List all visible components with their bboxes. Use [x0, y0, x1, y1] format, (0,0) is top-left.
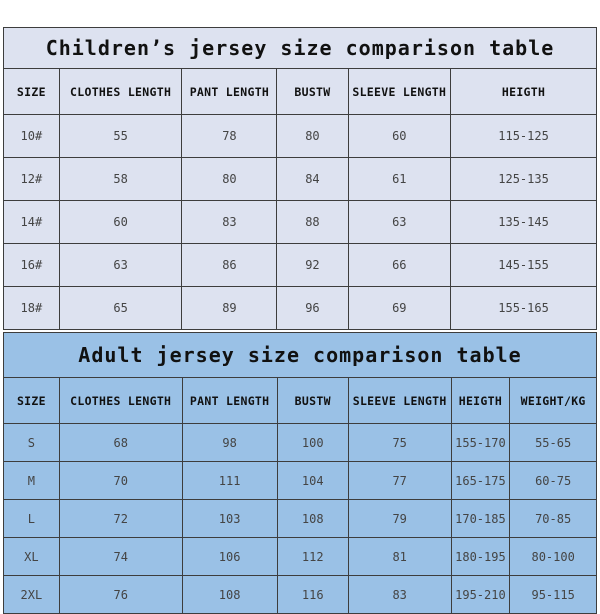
column-header-clothes-length: CLOTHES LENGTH: [58, 377, 183, 424]
cell-pant-length: 83: [181, 200, 278, 244]
cell-size: 18#: [3, 286, 60, 330]
table-row: 18# 65 89 96 69 155-165: [3, 286, 597, 330]
cell-height: 135-145: [450, 200, 597, 244]
cell-size: S: [3, 423, 60, 462]
cell-pant-length: 98: [181, 423, 278, 462]
cell-sleeve-length: 81: [347, 537, 452, 576]
cell-height: 115-125: [450, 114, 597, 158]
cell-size: L: [3, 499, 60, 538]
table-header-row: SIZE CLOTHES LENGTH PANT LENGTH BUSTW SL…: [3, 68, 597, 115]
column-header-sleeve-length: SLEEVE LENGTH: [347, 377, 452, 424]
column-header-bust: BUSTW: [276, 377, 349, 424]
cell-clothes-length: 70: [58, 461, 183, 500]
cell-clothes-length: 76: [58, 575, 183, 614]
cell-weight: 95-115: [509, 575, 597, 614]
cell-bust: 112: [276, 537, 349, 576]
cell-clothes-length: 65: [58, 286, 183, 330]
table-row: L 72 103 108 79 170-185 70-85: [3, 499, 597, 538]
cell-clothes-length: 60: [58, 200, 183, 244]
cell-clothes-length: 58: [58, 157, 183, 201]
table-row: XL 74 106 112 81 180-195 80-100: [3, 537, 597, 576]
cell-weight: 55-65: [509, 423, 597, 462]
children-table-title: Children’s jersey size comparison table: [3, 27, 597, 69]
cell-weight: 80-100: [509, 537, 597, 576]
column-header-height: HEIGTH: [450, 68, 597, 115]
table-row: 12# 58 80 84 61 125-135: [3, 157, 597, 201]
cell-bust: 96: [276, 286, 349, 330]
column-header-size: SIZE: [3, 68, 60, 115]
cell-sleeve-length: 75: [347, 423, 452, 462]
children-size-table: Children’s jersey size comparison table …: [3, 27, 597, 330]
cell-bust: 92: [276, 243, 349, 287]
cell-pant-length: 86: [181, 243, 278, 287]
table-title-row: Children’s jersey size comparison table: [3, 27, 597, 69]
column-header-height: HEIGTH: [450, 377, 511, 424]
cell-pant-length: 108: [181, 575, 278, 614]
cell-bust: 116: [276, 575, 349, 614]
cell-bust: 100: [276, 423, 349, 462]
adult-size-table: Adult jersey size comparison table SIZE …: [3, 332, 597, 614]
cell-height: 170-185: [450, 499, 511, 538]
cell-height: 145-155: [450, 243, 597, 287]
cell-size: 2XL: [3, 575, 60, 614]
cell-clothes-length: 55: [58, 114, 183, 158]
column-header-sleeve-length: SLEEVE LENGTH: [347, 68, 452, 115]
table-row: 10# 55 78 80 60 115-125: [3, 114, 597, 158]
table-title-row: Adult jersey size comparison table: [3, 332, 597, 378]
table-row: M 70 111 104 77 165-175 60-75: [3, 461, 597, 500]
cell-pant-length: 89: [181, 286, 278, 330]
cell-height: 195-210: [450, 575, 511, 614]
cell-clothes-length: 63: [58, 243, 183, 287]
cell-height: 155-170: [450, 423, 511, 462]
cell-height: 125-135: [450, 157, 597, 201]
cell-sleeve-length: 63: [347, 200, 452, 244]
cell-clothes-length: 74: [58, 537, 183, 576]
cell-size: XL: [3, 537, 60, 576]
cell-size: 16#: [3, 243, 60, 287]
column-header-pant-length: PANT LENGTH: [181, 68, 278, 115]
column-header-pant-length: PANT LENGTH: [181, 377, 278, 424]
cell-pant-length: 111: [181, 461, 278, 500]
cell-height: 165-175: [450, 461, 511, 500]
cell-size: 12#: [3, 157, 60, 201]
column-header-size: SIZE: [3, 377, 60, 424]
cell-sleeve-length: 77: [347, 461, 452, 500]
cell-bust: 80: [276, 114, 349, 158]
cell-bust: 104: [276, 461, 349, 500]
cell-sleeve-length: 60: [347, 114, 452, 158]
table-row: S 68 98 100 75 155-170 55-65: [3, 423, 597, 462]
cell-pant-length: 80: [181, 157, 278, 201]
cell-bust: 108: [276, 499, 349, 538]
cell-pant-length: 106: [181, 537, 278, 576]
cell-weight: 60-75: [509, 461, 597, 500]
cell-pant-length: 78: [181, 114, 278, 158]
table-header-row: SIZE CLOTHES LENGTH PANT LENGTH BUSTW SL…: [3, 377, 597, 424]
column-header-weight: WEIGHT/KG: [509, 377, 597, 424]
table-row: 2XL 76 108 116 83 195-210 95-115: [3, 575, 597, 614]
cell-clothes-length: 68: [58, 423, 183, 462]
cell-size: M: [3, 461, 60, 500]
cell-sleeve-length: 69: [347, 286, 452, 330]
column-header-bust: BUSTW: [276, 68, 349, 115]
cell-weight: 70-85: [509, 499, 597, 538]
cell-size: 14#: [3, 200, 60, 244]
cell-bust: 84: [276, 157, 349, 201]
cell-height: 155-165: [450, 286, 597, 330]
cell-sleeve-length: 61: [347, 157, 452, 201]
cell-height: 180-195: [450, 537, 511, 576]
table-row: 16# 63 86 92 66 145-155: [3, 243, 597, 287]
cell-bust: 88: [276, 200, 349, 244]
column-header-clothes-length: CLOTHES LENGTH: [58, 68, 183, 115]
cell-size: 10#: [3, 114, 60, 158]
adult-table-title: Adult jersey size comparison table: [3, 332, 597, 378]
cell-sleeve-length: 66: [347, 243, 452, 287]
cell-pant-length: 103: [181, 499, 278, 538]
table-row: 14# 60 83 88 63 135-145: [3, 200, 597, 244]
cell-sleeve-length: 79: [347, 499, 452, 538]
cell-clothes-length: 72: [58, 499, 183, 538]
cell-sleeve-length: 83: [347, 575, 452, 614]
